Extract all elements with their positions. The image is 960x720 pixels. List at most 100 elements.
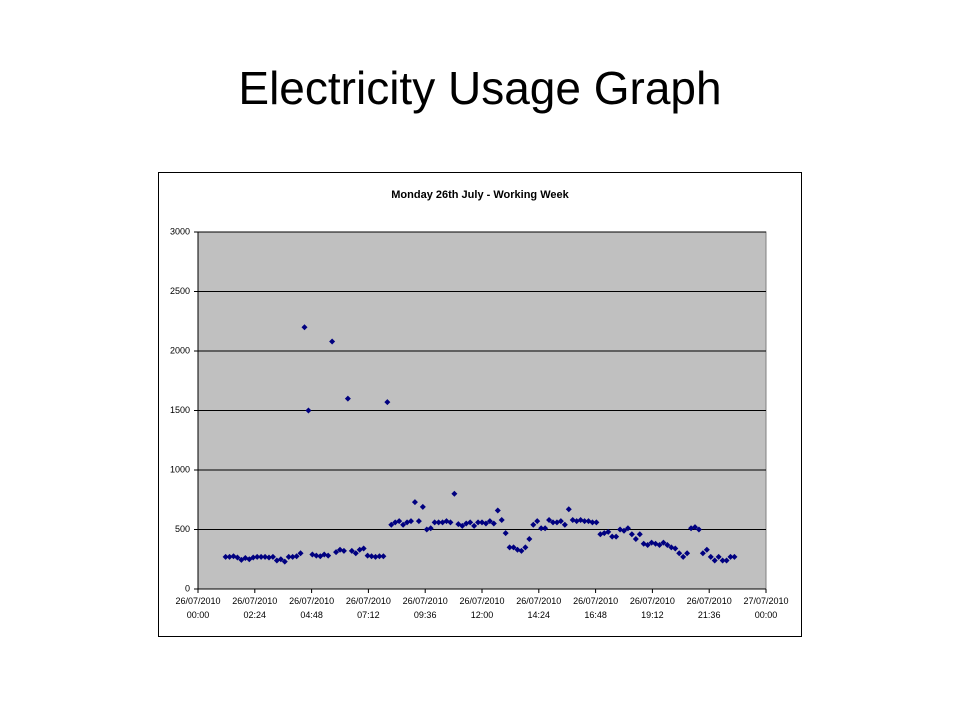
- chart-title: Monday 26th July - Working Week: [391, 189, 569, 201]
- x-tick-label: 26/07/2010 14:24: [516, 596, 562, 620]
- x-tick-label: 26/07/2010 12:00: [459, 596, 505, 620]
- x-tick-label: 26/07/2010 19:12: [629, 596, 675, 620]
- point: [293, 553, 300, 560]
- point: [451, 490, 458, 497]
- point: [368, 553, 375, 560]
- point: [656, 541, 663, 548]
- point: [715, 553, 722, 560]
- point: [605, 528, 612, 535]
- slide-title: Electricity Usage Graph: [238, 62, 721, 114]
- x-tick-label: 27/07/2010 00:00: [743, 596, 789, 620]
- point: [609, 533, 616, 540]
- point: [589, 519, 596, 526]
- point: [557, 518, 564, 525]
- point: [313, 552, 320, 559]
- point: [699, 550, 706, 557]
- point: [431, 519, 438, 526]
- x-tick-label: 26/07/2010 00:00: [175, 596, 221, 620]
- point: [266, 554, 272, 561]
- point: [250, 554, 257, 561]
- point: [636, 531, 643, 538]
- x-tick-label: 26/07/2010 07:12: [345, 596, 391, 620]
- point: [719, 557, 726, 564]
- point: [305, 407, 312, 414]
- point: [475, 519, 482, 526]
- point: [471, 522, 478, 529]
- point: [281, 558, 288, 565]
- point: [376, 553, 383, 560]
- point: [676, 550, 683, 557]
- point: [411, 499, 418, 506]
- y-tick-label: 2500: [170, 286, 190, 296]
- point: [593, 519, 600, 526]
- point: [664, 541, 671, 548]
- point: [482, 520, 489, 527]
- point: [415, 518, 422, 525]
- point: [672, 545, 679, 552]
- point: [364, 552, 371, 559]
- point: [408, 518, 414, 525]
- point: [628, 531, 635, 538]
- point: [222, 553, 229, 560]
- point: [459, 522, 466, 529]
- point: [561, 521, 568, 528]
- point: [624, 525, 631, 532]
- point: [707, 553, 714, 560]
- point: [498, 516, 505, 523]
- point: [490, 520, 497, 527]
- point: [486, 518, 493, 525]
- point: [325, 552, 332, 559]
- point: [384, 399, 391, 406]
- point: [632, 536, 639, 543]
- point: [684, 550, 691, 557]
- point: [526, 536, 533, 543]
- point: [234, 554, 241, 561]
- point: [695, 526, 702, 533]
- point: [396, 518, 403, 525]
- point: [581, 518, 588, 525]
- point: [534, 518, 541, 525]
- point: [333, 549, 340, 556]
- point: [711, 557, 718, 564]
- point: [269, 553, 276, 560]
- point: [400, 521, 407, 528]
- point: [262, 553, 269, 560]
- point: [372, 553, 379, 560]
- point: [258, 553, 265, 560]
- point: [340, 547, 347, 554]
- point: [522, 544, 529, 551]
- point: [348, 547, 355, 554]
- point: [613, 533, 620, 540]
- y-tick-label: 1500: [170, 405, 190, 415]
- point: [226, 553, 233, 560]
- point: [518, 547, 525, 554]
- point: [692, 524, 698, 531]
- point: [644, 541, 651, 548]
- point: [731, 553, 738, 560]
- point: [352, 550, 359, 557]
- point: [727, 553, 734, 560]
- point: [285, 553, 292, 560]
- point: [703, 546, 710, 553]
- point: [530, 521, 537, 528]
- x-tick-label: 26/07/2010 16:48: [573, 596, 619, 620]
- point: [380, 553, 387, 560]
- point: [538, 525, 545, 532]
- point: [621, 527, 627, 534]
- point: [360, 545, 367, 552]
- point: [277, 556, 284, 563]
- point: [723, 557, 730, 564]
- x-tick-label: 26/07/2010 09:36: [402, 596, 448, 620]
- point: [297, 550, 304, 557]
- point: [388, 521, 395, 528]
- y-tick-label: 0: [185, 583, 190, 593]
- point: [506, 544, 513, 551]
- x-tick-label: 26/07/2010 02:24: [232, 596, 278, 620]
- point: [502, 530, 509, 537]
- x-tick-label: 26/07/2010 21:36: [686, 596, 732, 620]
- point: [301, 324, 308, 331]
- point: [435, 519, 442, 526]
- point: [546, 516, 553, 523]
